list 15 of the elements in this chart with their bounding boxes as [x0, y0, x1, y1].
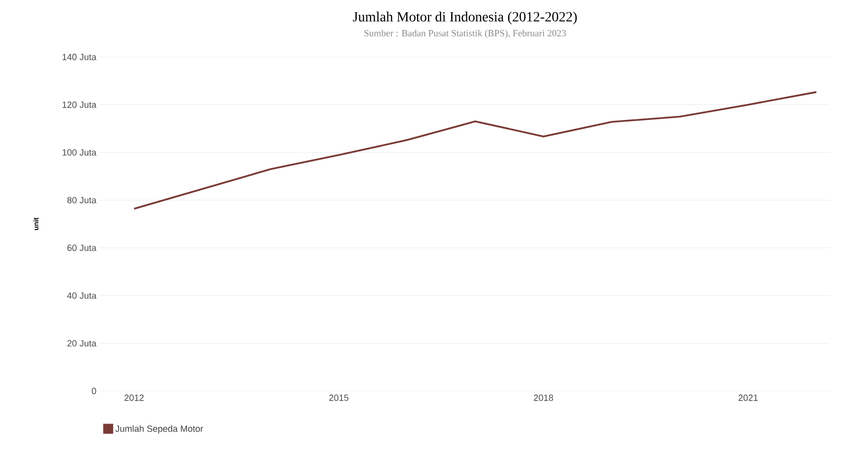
y-tick-label: 80 Juta — [67, 196, 96, 204]
y-tick-label: 60 Juta — [67, 244, 96, 252]
legend-label: Jumlah Sepeda Motor — [115, 425, 204, 434]
y-tick-label: 20 Juta — [67, 340, 96, 346]
y-tick-label: 120 Juta — [62, 102, 96, 108]
chart-title: Jumlah Motor di Indonesia (2012-2022) — [352, 12, 577, 24]
x-tick-label: 2012 — [124, 394, 144, 401]
x-tick-label: 2015 — [329, 394, 348, 401]
y-tick-label: 40 Juta — [67, 292, 96, 299]
chart-subtitle: Sumber : Badan Pusat Statistik (BPS), Februari 2023 — [364, 30, 566, 38]
y-tick-label: 100 Juta — [62, 149, 96, 156]
x-tick-label: 2021 — [738, 394, 758, 401]
x-tick-label: 2018 — [534, 394, 554, 401]
y-tick-label: 140 Juta — [62, 54, 96, 60]
y-tick-label: 0 — [92, 388, 96, 394]
